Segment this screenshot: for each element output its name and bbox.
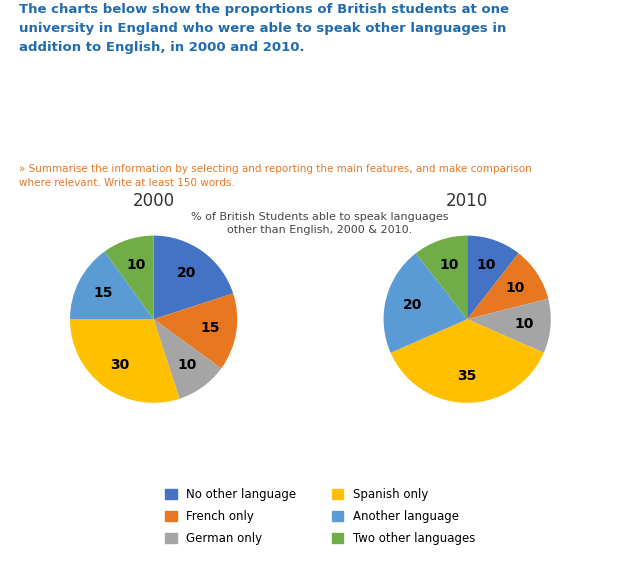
Text: 20: 20 (403, 298, 422, 312)
Legend: No other language, French only, German only, Spanish only, Another language, Two: No other language, French only, German o… (159, 482, 481, 551)
Wedge shape (104, 236, 154, 319)
Text: 10: 10 (514, 317, 534, 331)
Wedge shape (467, 236, 518, 319)
Text: 10: 10 (505, 281, 525, 295)
Text: 30: 30 (111, 358, 130, 372)
Text: 10: 10 (126, 258, 146, 272)
Text: 20: 20 (177, 266, 196, 280)
Text: » Summarise the information by selecting and reporting the main features, and ma: » Summarise the information by selecting… (19, 164, 532, 188)
Text: 15: 15 (200, 321, 220, 335)
Wedge shape (154, 236, 233, 319)
Wedge shape (383, 253, 467, 353)
Title: 2000: 2000 (132, 192, 175, 210)
Wedge shape (70, 251, 154, 319)
Text: 15: 15 (93, 286, 113, 301)
Text: 10: 10 (439, 258, 458, 272)
Wedge shape (154, 293, 237, 368)
Wedge shape (154, 319, 221, 399)
Wedge shape (70, 319, 179, 403)
Text: % of British Students able to speak languages
other than English, 2000 & 2010.: % of British Students able to speak lang… (191, 212, 449, 235)
Wedge shape (390, 319, 544, 403)
Wedge shape (467, 253, 548, 319)
Title: 2010: 2010 (446, 192, 488, 210)
Text: 10: 10 (476, 258, 495, 272)
Text: 35: 35 (458, 369, 477, 383)
Wedge shape (467, 299, 551, 353)
Text: 10: 10 (177, 358, 196, 372)
Wedge shape (416, 236, 467, 319)
Text: The charts below show the proportions of British students at one
university in E: The charts below show the proportions of… (19, 3, 509, 54)
